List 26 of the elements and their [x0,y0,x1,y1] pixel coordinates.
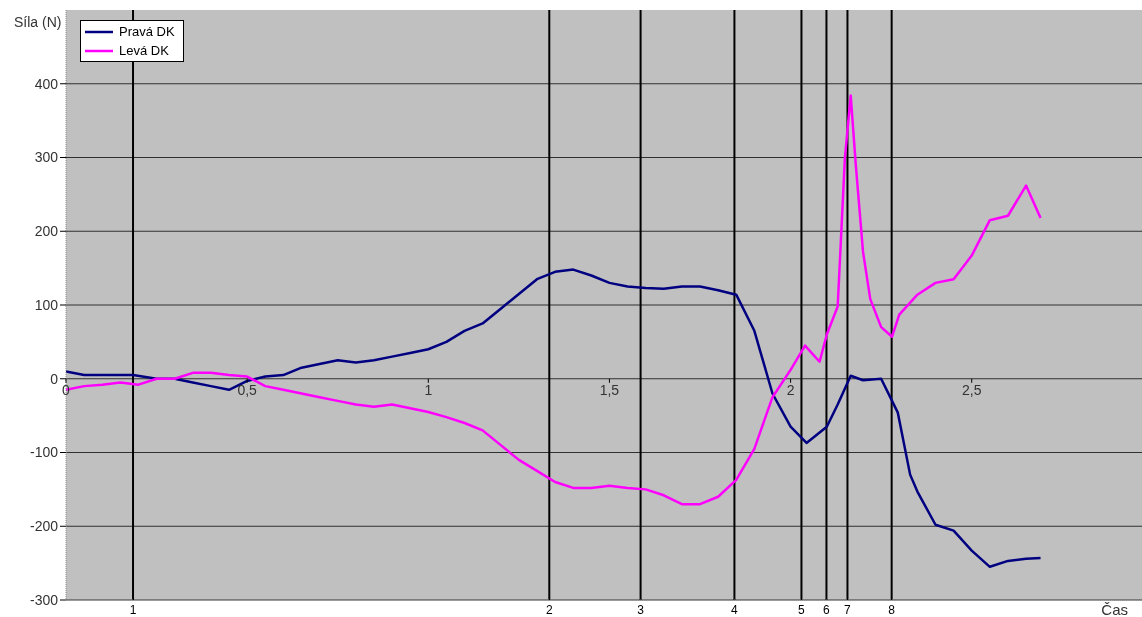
annotation: 2 [545,602,553,617]
annotation: 3 [637,602,645,617]
y-axis-title: Síla (N) [14,14,62,30]
y-tick-label: -100 [29,444,59,461]
y-tick-label: -300 [29,591,59,608]
annotation: 4 [731,602,739,617]
annotation: 7 [844,602,852,617]
y-tick-label: -200 [29,518,59,535]
x-tick-label: 0,5 [237,381,258,398]
x-tick-label: 2,5 [961,381,982,398]
y-tick-label: 400 [34,75,59,92]
legend-label: Levá DK [119,43,169,58]
x-axis-title: Čas [1101,601,1128,617]
legend-label: Pravá DK [119,24,175,39]
y-tick-label: 0 [50,370,59,387]
y-tick-label: 100 [34,296,59,313]
y-tick-label: 300 [34,149,59,166]
x-tick-label: 1 [424,381,433,398]
y-tick-label: 200 [34,223,59,240]
x-tick-label: 2 [786,381,795,398]
annotation: 8 [888,602,896,617]
x-tick-label: 1,5 [599,381,620,398]
x-tick-label: 0 [62,381,71,398]
annotation: 1 [129,602,137,617]
annotation: 5 [798,602,806,617]
annotation: 6 [823,602,831,617]
